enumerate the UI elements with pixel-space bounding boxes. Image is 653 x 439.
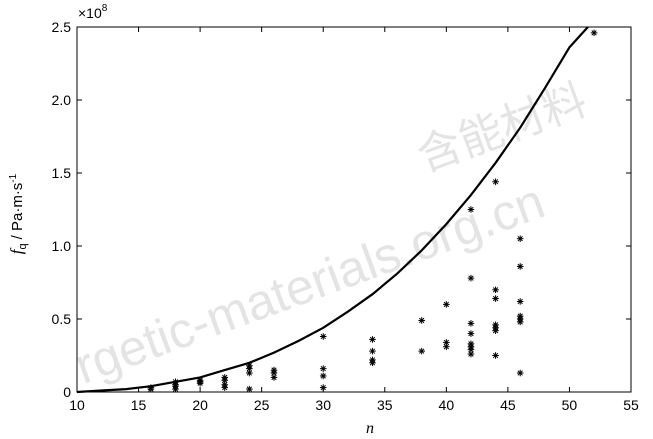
data-point xyxy=(270,374,278,381)
x-tick-label: 10 xyxy=(69,397,85,413)
x-tick-label: 35 xyxy=(377,397,393,413)
y-exponent-power: 8 xyxy=(102,3,108,14)
y-tick-label: 0.5 xyxy=(52,311,72,327)
data-point xyxy=(319,333,327,340)
y-label-units: / Pa·m·s xyxy=(9,183,26,240)
plot-area xyxy=(76,26,632,393)
data-point xyxy=(369,336,376,343)
data-point xyxy=(516,312,524,320)
y-label-sub: q xyxy=(17,243,29,249)
y-tick-label: 1.0 xyxy=(52,238,72,254)
y-tick-label: 1.5 xyxy=(52,165,72,181)
data-point xyxy=(443,339,450,346)
data-point xyxy=(467,340,475,348)
x-tick-label: 25 xyxy=(254,397,270,413)
data-point xyxy=(492,321,499,329)
y-tick-label: 0 xyxy=(63,384,71,400)
data-marks xyxy=(76,26,598,394)
data-point xyxy=(221,381,229,388)
x-tick-label: 45 xyxy=(500,397,516,413)
data-point xyxy=(418,347,426,355)
data-point xyxy=(492,352,499,359)
data-point xyxy=(467,330,475,337)
data-point xyxy=(492,286,499,294)
data-point xyxy=(319,372,327,380)
data-point xyxy=(467,320,475,327)
data-point xyxy=(467,206,475,213)
data-point xyxy=(492,295,499,302)
svg-text:rgetic-materials.org.cn: rgetic-materials.org.cn xyxy=(68,173,552,395)
y-tick-label: 2.5 xyxy=(52,19,72,35)
data-point xyxy=(319,384,327,391)
data-point xyxy=(516,263,524,270)
data-point xyxy=(590,29,598,37)
data-point xyxy=(443,301,450,308)
data-point xyxy=(467,274,475,282)
data-point xyxy=(369,356,376,364)
fit-curve xyxy=(76,26,589,394)
data-point xyxy=(418,317,426,324)
y-tick-label: 2.0 xyxy=(52,92,72,108)
y-axis-label: fq / Pa·m·s-1 xyxy=(7,173,29,254)
data-point xyxy=(369,347,376,355)
data-point xyxy=(270,366,278,374)
x-tick-label: 55 xyxy=(623,397,639,413)
data-point xyxy=(221,374,229,381)
x-tick-label: 20 xyxy=(192,397,208,413)
plot-frame xyxy=(76,26,632,393)
x-axis-label: n xyxy=(366,420,374,437)
y-exponent: ×108 xyxy=(78,3,108,21)
x-axis: 10 15 20 25 30 35 40 45 50 55 xyxy=(69,27,639,413)
x-tick-label: 15 xyxy=(131,397,147,413)
data-point xyxy=(516,235,524,242)
x-tick-label: 30 xyxy=(315,397,331,413)
y-exponent-base: ×10 xyxy=(78,5,102,21)
data-point xyxy=(246,385,253,393)
svg-text:含能材料: 含能材料 xyxy=(411,74,594,182)
y-label-main: f xyxy=(7,247,26,254)
data-point xyxy=(516,298,524,305)
svg-text:fq/ Pa·m·s-1: fq / Pa·m·s-1 xyxy=(7,173,29,254)
data-point xyxy=(492,178,499,186)
data-point xyxy=(319,365,327,372)
watermark: rgetic-materials.org.cn 含能材料 xyxy=(68,74,594,394)
y-label-sup: -1 xyxy=(8,173,19,182)
x-tick-label: 40 xyxy=(439,397,455,413)
data-point xyxy=(516,369,524,377)
x-tick-label: 50 xyxy=(562,397,578,413)
